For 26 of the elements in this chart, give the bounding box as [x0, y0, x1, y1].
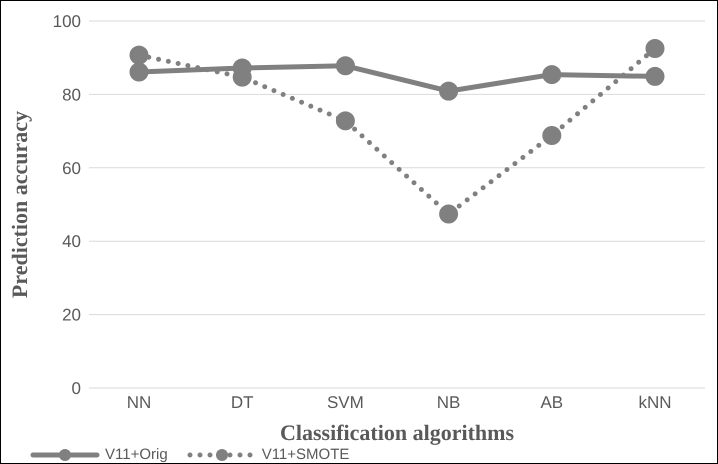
x-tick-label: NN [126, 393, 152, 412]
point [439, 82, 458, 101]
x-axis-title: Classification algorithms [280, 420, 514, 445]
y-tick-label: 80 [62, 85, 81, 104]
y-tick-label: 60 [62, 158, 81, 178]
x-tick-label: AB [540, 393, 564, 412]
legend-label: V11+Orig [104, 446, 168, 463]
y-tick-label: 100 [52, 12, 81, 32]
x-tick-label: DT [230, 393, 254, 412]
y-tick-label: 40 [62, 232, 81, 252]
y-tick-label: 20 [62, 306, 81, 325]
y-tick-label: 0 [72, 379, 81, 398]
point [439, 204, 458, 224]
legend-label: V11+SMOTE [260, 446, 350, 463]
point [542, 126, 562, 146]
point [336, 111, 355, 130]
point [542, 65, 562, 84]
y-axis-title: Prediction accuracy [6, 110, 32, 298]
x-tick-label: SVM [326, 393, 364, 412]
point [336, 56, 355, 76]
x-tick-label: kNN [638, 393, 672, 412]
point [646, 39, 664, 58]
point [130, 62, 148, 82]
point [130, 46, 148, 65]
x-tick-label: NB [436, 393, 460, 412]
point [646, 66, 664, 86]
